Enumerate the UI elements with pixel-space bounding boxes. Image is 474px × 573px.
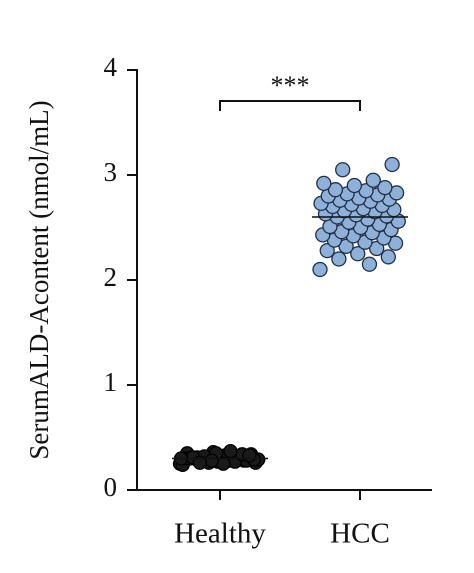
data-point [335,162,351,178]
x-tick-label: Healthy [174,518,266,550]
y-tick-label: 2 [104,262,118,292]
data-point [380,249,396,265]
data-point [346,177,363,194]
data-point [242,448,257,463]
data-point [369,240,385,257]
y-tick-label: 4 [104,52,118,82]
x-tick-label: HCC [330,518,390,550]
data-point [192,455,208,470]
data-point [319,242,335,259]
data-point [312,261,328,278]
data-point [223,443,238,459]
data-point [316,175,332,192]
data-point [331,251,347,267]
data-point [361,256,378,272]
significance-bracket [219,100,361,111]
y-tick-label: 1 [104,367,118,397]
significance-label: *** [271,71,310,100]
data-point [338,238,354,255]
data-point [327,182,344,198]
y-tick-label: 3 [104,157,118,187]
data-point [350,246,366,262]
data-point [377,179,393,196]
data-point [384,156,400,173]
y-tick-label: 0 [104,472,118,502]
data-point [204,453,219,468]
y-axis-label: SerumALD-Acontent (nmol/mL) [24,100,54,459]
data-point [365,172,381,188]
